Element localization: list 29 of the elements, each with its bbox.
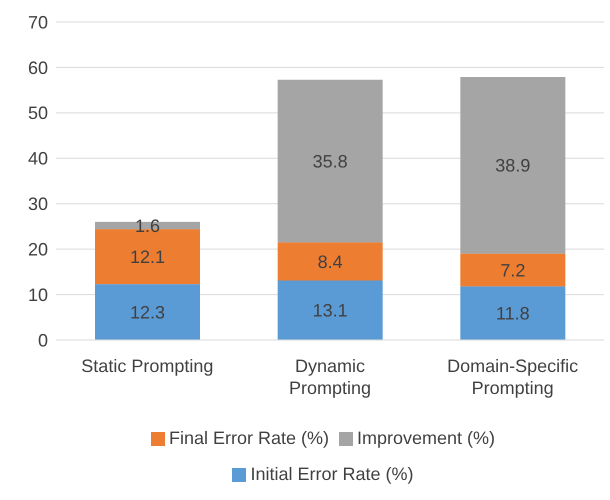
bar [460,254,566,286]
data-label: 38.9 [495,156,530,176]
data-label: 13.1 [312,300,348,321]
y-tick-label: 30 [28,194,48,214]
data-label: 8.4 [318,252,343,272]
bar [460,286,566,340]
data-label: 12.1 [130,247,166,268]
data-label: 11.8 [496,304,530,324]
y-tick-label: 0 [38,330,48,350]
x-tick-label: Domain-Specific Prompting [447,356,578,398]
bar [278,242,383,280]
legend-label: Improvement (%) [356,428,496,448]
legend-label: Initial Error Rate (%) [250,464,414,484]
y-tick-label: 50 [28,103,48,124]
bar [460,76,566,254]
y-tick-label: 70 [28,12,48,32]
bar [278,80,383,242]
x-tick-label: Static Prompting [81,356,214,376]
y-tick-label: 40 [28,148,48,169]
data-label: 12.3 [130,302,166,322]
bar [95,284,200,340]
x-tick-label: Dynamic Prompting [288,356,372,398]
data-label: 7.2 [500,260,526,280]
y-tick-label: 20 [28,240,48,260]
data-label: 35.8 [312,151,348,172]
legend-label: Final Error Rate (%) [168,428,329,448]
y-tick-label: 60 [28,58,48,78]
y-tick-label: 10 [28,284,48,305]
bar [278,280,383,340]
